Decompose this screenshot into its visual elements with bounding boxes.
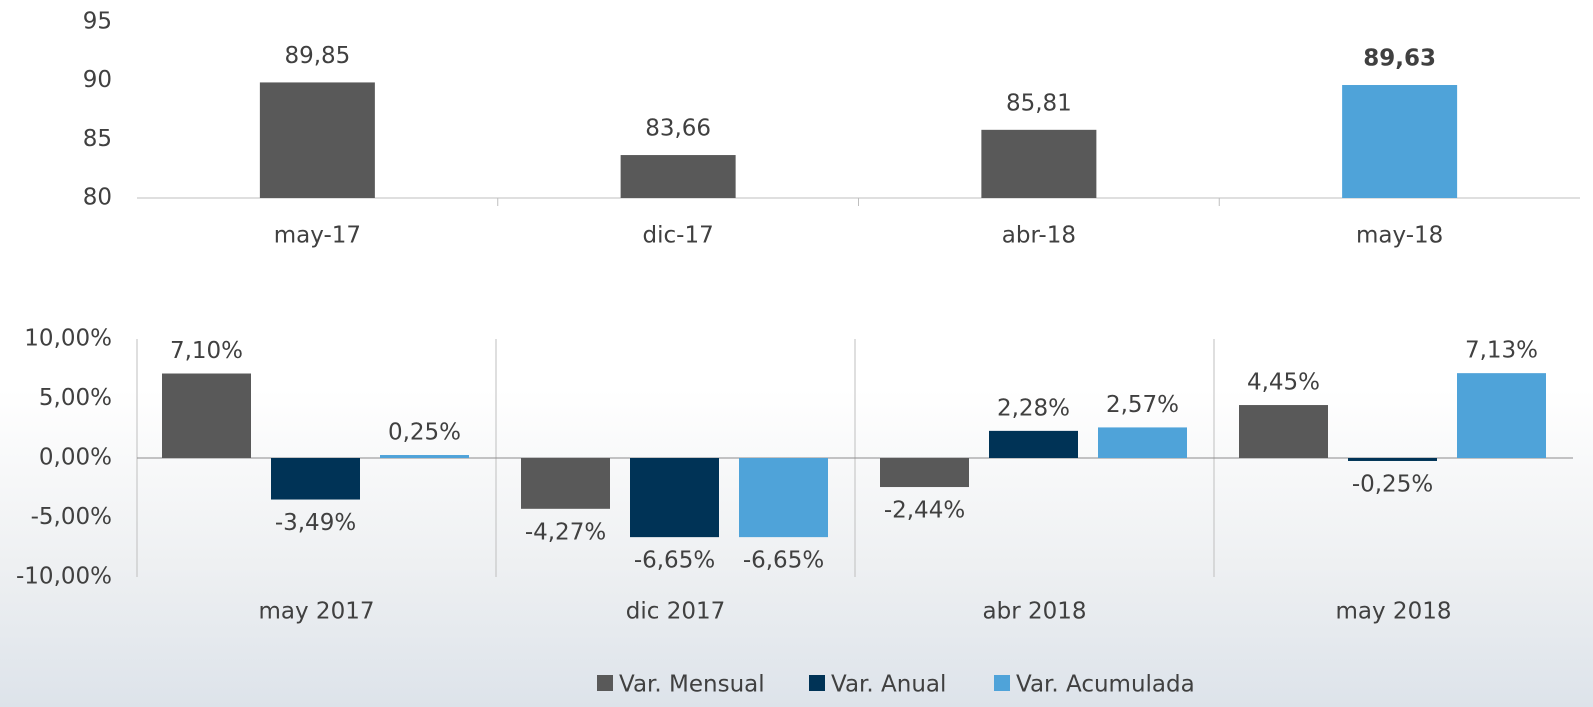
y-tick-label: 85 bbox=[83, 126, 112, 152]
value-label: -3,49% bbox=[275, 510, 356, 536]
x-tick-label: dic-17 bbox=[643, 223, 714, 249]
value-label: 89,63 bbox=[1363, 46, 1436, 72]
value-label: 7,13% bbox=[1465, 338, 1538, 364]
y-tick-label: -10,00% bbox=[16, 564, 112, 590]
legend-swatch bbox=[809, 675, 825, 691]
value-label: 2,57% bbox=[1106, 392, 1179, 418]
bar bbox=[1348, 458, 1437, 461]
legend-label: Var. Mensual bbox=[619, 672, 765, 698]
x-tick-label: abr-18 bbox=[1002, 223, 1076, 249]
bar bbox=[989, 430, 1078, 458]
bar bbox=[521, 458, 610, 509]
bar bbox=[1457, 373, 1546, 458]
legend-swatch bbox=[994, 675, 1010, 691]
value-label: 2,28% bbox=[997, 395, 1070, 421]
y-tick-label: 10,00% bbox=[24, 326, 112, 352]
legend-label: Var. Acumulada bbox=[1016, 672, 1195, 698]
value-label: -6,65% bbox=[634, 548, 715, 574]
bar bbox=[880, 458, 969, 488]
bar bbox=[630, 458, 719, 538]
y-tick-label: 0,00% bbox=[39, 445, 112, 471]
y-tick-label: -5,00% bbox=[31, 504, 112, 530]
bar bbox=[259, 82, 375, 198]
bar bbox=[162, 373, 251, 458]
value-label: -2,44% bbox=[884, 498, 965, 524]
value-label: -0,25% bbox=[1352, 471, 1433, 497]
x-tick-label: abr 2018 bbox=[983, 599, 1087, 625]
value-label: -6,65% bbox=[743, 548, 824, 574]
bar bbox=[981, 129, 1097, 198]
x-tick-label: dic 2017 bbox=[626, 599, 725, 625]
bar bbox=[739, 458, 828, 538]
x-tick-label: may-17 bbox=[274, 223, 361, 249]
y-tick-label: 5,00% bbox=[39, 385, 112, 411]
value-label: 89,85 bbox=[284, 43, 350, 69]
value-label: -4,27% bbox=[525, 519, 606, 545]
x-tick-label: may 2018 bbox=[1336, 599, 1452, 625]
x-tick-label: may-18 bbox=[1356, 223, 1443, 249]
bar bbox=[271, 458, 360, 500]
bar bbox=[1239, 405, 1328, 458]
value-label: 85,81 bbox=[1006, 90, 1072, 116]
x-tick-label: may 2017 bbox=[259, 599, 375, 625]
y-tick-label: 80 bbox=[83, 185, 112, 211]
y-tick-label: 95 bbox=[83, 9, 112, 35]
bar bbox=[620, 155, 736, 198]
bar bbox=[380, 455, 469, 458]
value-label: 7,10% bbox=[170, 338, 243, 364]
y-tick-label: 90 bbox=[83, 67, 112, 93]
value-label: 83,66 bbox=[645, 116, 711, 142]
bar bbox=[1098, 427, 1187, 458]
legend-label: Var. Anual bbox=[831, 672, 946, 698]
bar bbox=[1342, 85, 1458, 198]
value-label: 0,25% bbox=[388, 420, 461, 446]
legend-swatch bbox=[597, 675, 613, 691]
value-label: 4,45% bbox=[1247, 370, 1320, 396]
